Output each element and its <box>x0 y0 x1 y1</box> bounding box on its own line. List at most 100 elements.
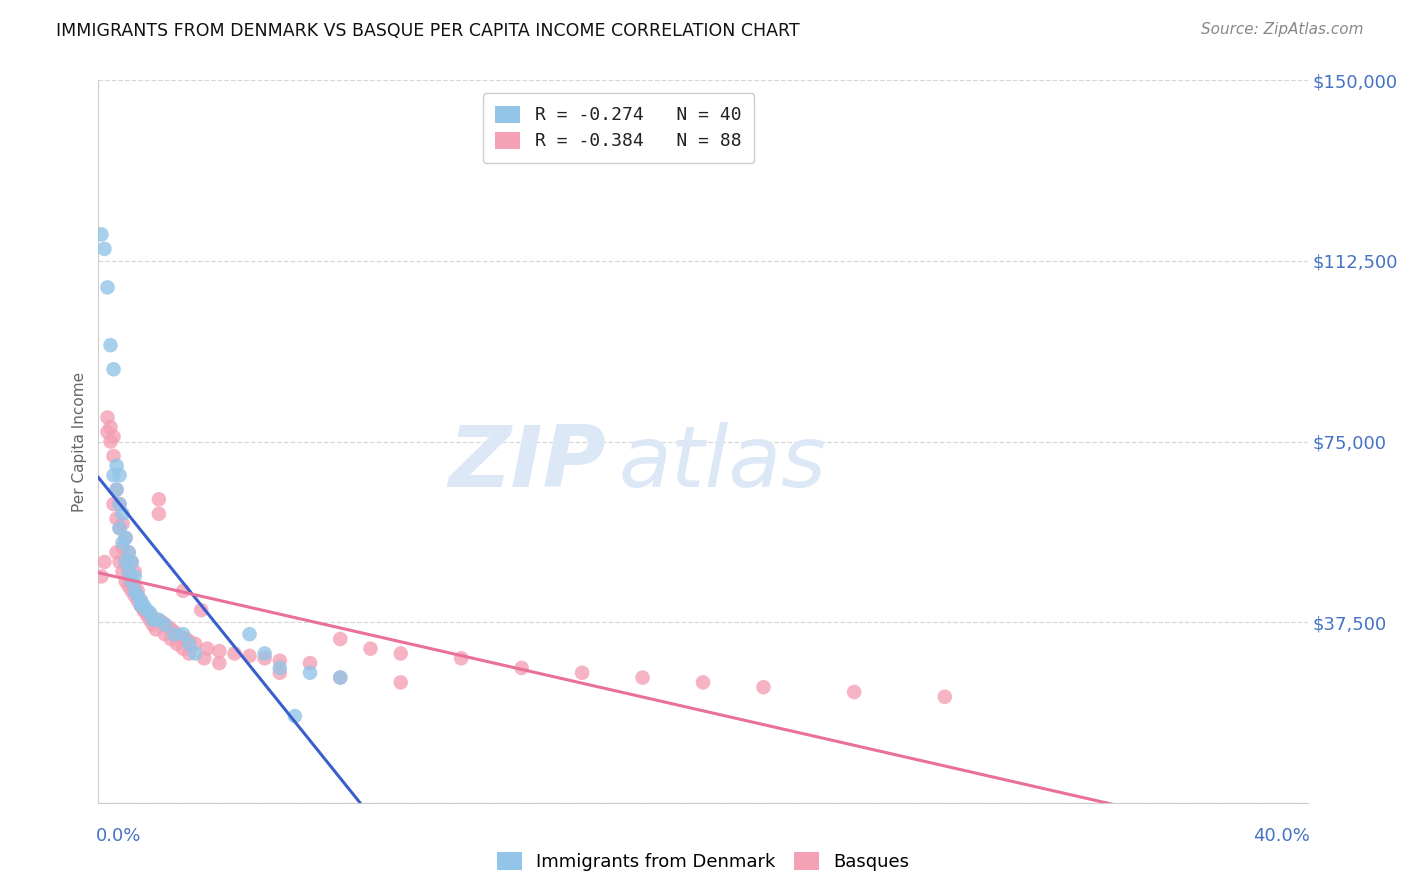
Point <box>193 651 215 665</box>
Point <box>145 623 167 637</box>
Point <box>160 623 183 637</box>
Point <box>114 531 136 545</box>
Point <box>132 603 155 617</box>
Point <box>150 615 173 630</box>
Point <box>90 569 112 583</box>
Point <box>631 671 654 685</box>
Point <box>208 644 231 658</box>
Point <box>100 420 122 434</box>
Point <box>118 565 141 579</box>
Point <box>934 690 956 704</box>
Text: IMMIGRANTS FROM DENMARK VS BASQUE PER CAPITA INCOME CORRELATION CHART: IMMIGRANTS FROM DENMARK VS BASQUE PER CA… <box>56 22 800 40</box>
Point <box>129 593 152 607</box>
Point <box>127 589 149 603</box>
Point <box>142 617 165 632</box>
Point <box>329 671 352 685</box>
Point <box>124 589 146 603</box>
Point <box>153 617 176 632</box>
Point <box>108 468 131 483</box>
Point <box>129 593 152 607</box>
Point <box>124 583 146 598</box>
Point <box>132 599 155 613</box>
Point <box>224 647 246 661</box>
Point <box>153 627 176 641</box>
Point <box>121 583 143 598</box>
Point <box>389 675 412 690</box>
Point <box>121 574 143 589</box>
Point <box>111 507 134 521</box>
Point <box>135 603 157 617</box>
Point <box>96 425 118 439</box>
Point <box>253 647 276 661</box>
Point <box>166 627 188 641</box>
Point <box>100 434 122 449</box>
Point <box>184 647 207 661</box>
Point <box>752 680 775 694</box>
Point <box>172 627 194 641</box>
Point <box>166 637 188 651</box>
Text: atlas: atlas <box>619 422 827 505</box>
Point <box>111 516 134 531</box>
Point <box>121 555 143 569</box>
Point <box>153 617 176 632</box>
Point <box>105 483 128 497</box>
Point <box>124 565 146 579</box>
Point <box>148 507 170 521</box>
Point <box>135 607 157 622</box>
Legend: R = -0.274   N = 40, R = -0.384   N = 88: R = -0.274 N = 40, R = -0.384 N = 88 <box>482 93 754 163</box>
Point <box>108 521 131 535</box>
Point <box>163 627 186 641</box>
Point <box>103 449 125 463</box>
Point <box>139 606 162 620</box>
Point <box>329 632 352 646</box>
Point <box>132 603 155 617</box>
Text: 40.0%: 40.0% <box>1254 827 1310 845</box>
Point <box>299 665 322 680</box>
Point <box>105 483 128 497</box>
Point <box>129 599 152 613</box>
Point <box>103 468 125 483</box>
Point <box>111 541 134 555</box>
Point <box>103 497 125 511</box>
Point <box>114 555 136 569</box>
Point <box>105 511 128 525</box>
Point <box>121 574 143 589</box>
Point <box>118 579 141 593</box>
Point <box>142 613 165 627</box>
Point <box>127 593 149 607</box>
Point <box>93 242 115 256</box>
Point <box>389 647 412 661</box>
Point <box>692 675 714 690</box>
Point <box>135 606 157 620</box>
Point <box>299 656 322 670</box>
Point <box>124 579 146 593</box>
Point <box>571 665 593 680</box>
Point <box>111 565 134 579</box>
Point <box>148 492 170 507</box>
Point <box>127 589 149 603</box>
Point <box>190 603 212 617</box>
Point <box>184 637 207 651</box>
Legend: Immigrants from Denmark, Basques: Immigrants from Denmark, Basques <box>489 846 917 879</box>
Point <box>172 583 194 598</box>
Text: Source: ZipAtlas.com: Source: ZipAtlas.com <box>1201 22 1364 37</box>
Point <box>108 497 131 511</box>
Point <box>179 647 201 661</box>
Point <box>139 613 162 627</box>
Text: ZIP: ZIP <box>449 422 606 505</box>
Point <box>329 671 352 685</box>
Point <box>105 545 128 559</box>
Point <box>103 430 125 444</box>
Point <box>239 648 262 663</box>
Point <box>179 634 201 648</box>
Point <box>108 521 131 535</box>
Point <box>139 607 162 622</box>
Point <box>118 545 141 559</box>
Point <box>96 280 118 294</box>
Point <box>121 555 143 569</box>
Point <box>118 545 141 559</box>
Point <box>124 569 146 583</box>
Point <box>195 641 218 656</box>
Point <box>169 630 191 644</box>
Point <box>253 651 276 665</box>
